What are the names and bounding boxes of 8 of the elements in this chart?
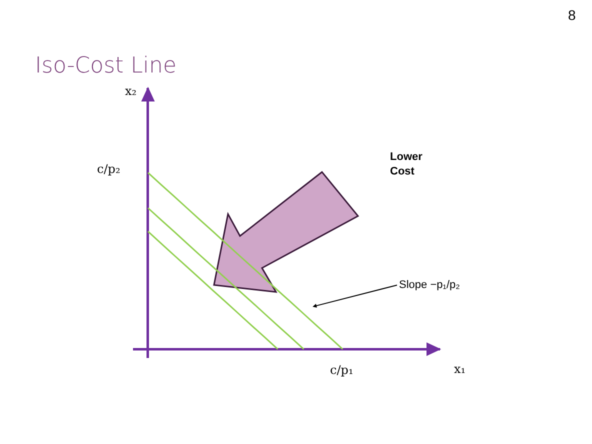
text: Lower Cost [390, 151, 424, 178]
text: c/p₁ [330, 363, 354, 377]
text: Slope −p₁/p₂ [399, 279, 460, 291]
text: 8 [568, 7, 576, 23]
text: x₂ [125, 84, 137, 98]
text: c/p₂ [97, 162, 120, 176]
chart-title: Iso-Cost Line [35, 54, 177, 79]
text: x₁ [454, 362, 466, 376]
